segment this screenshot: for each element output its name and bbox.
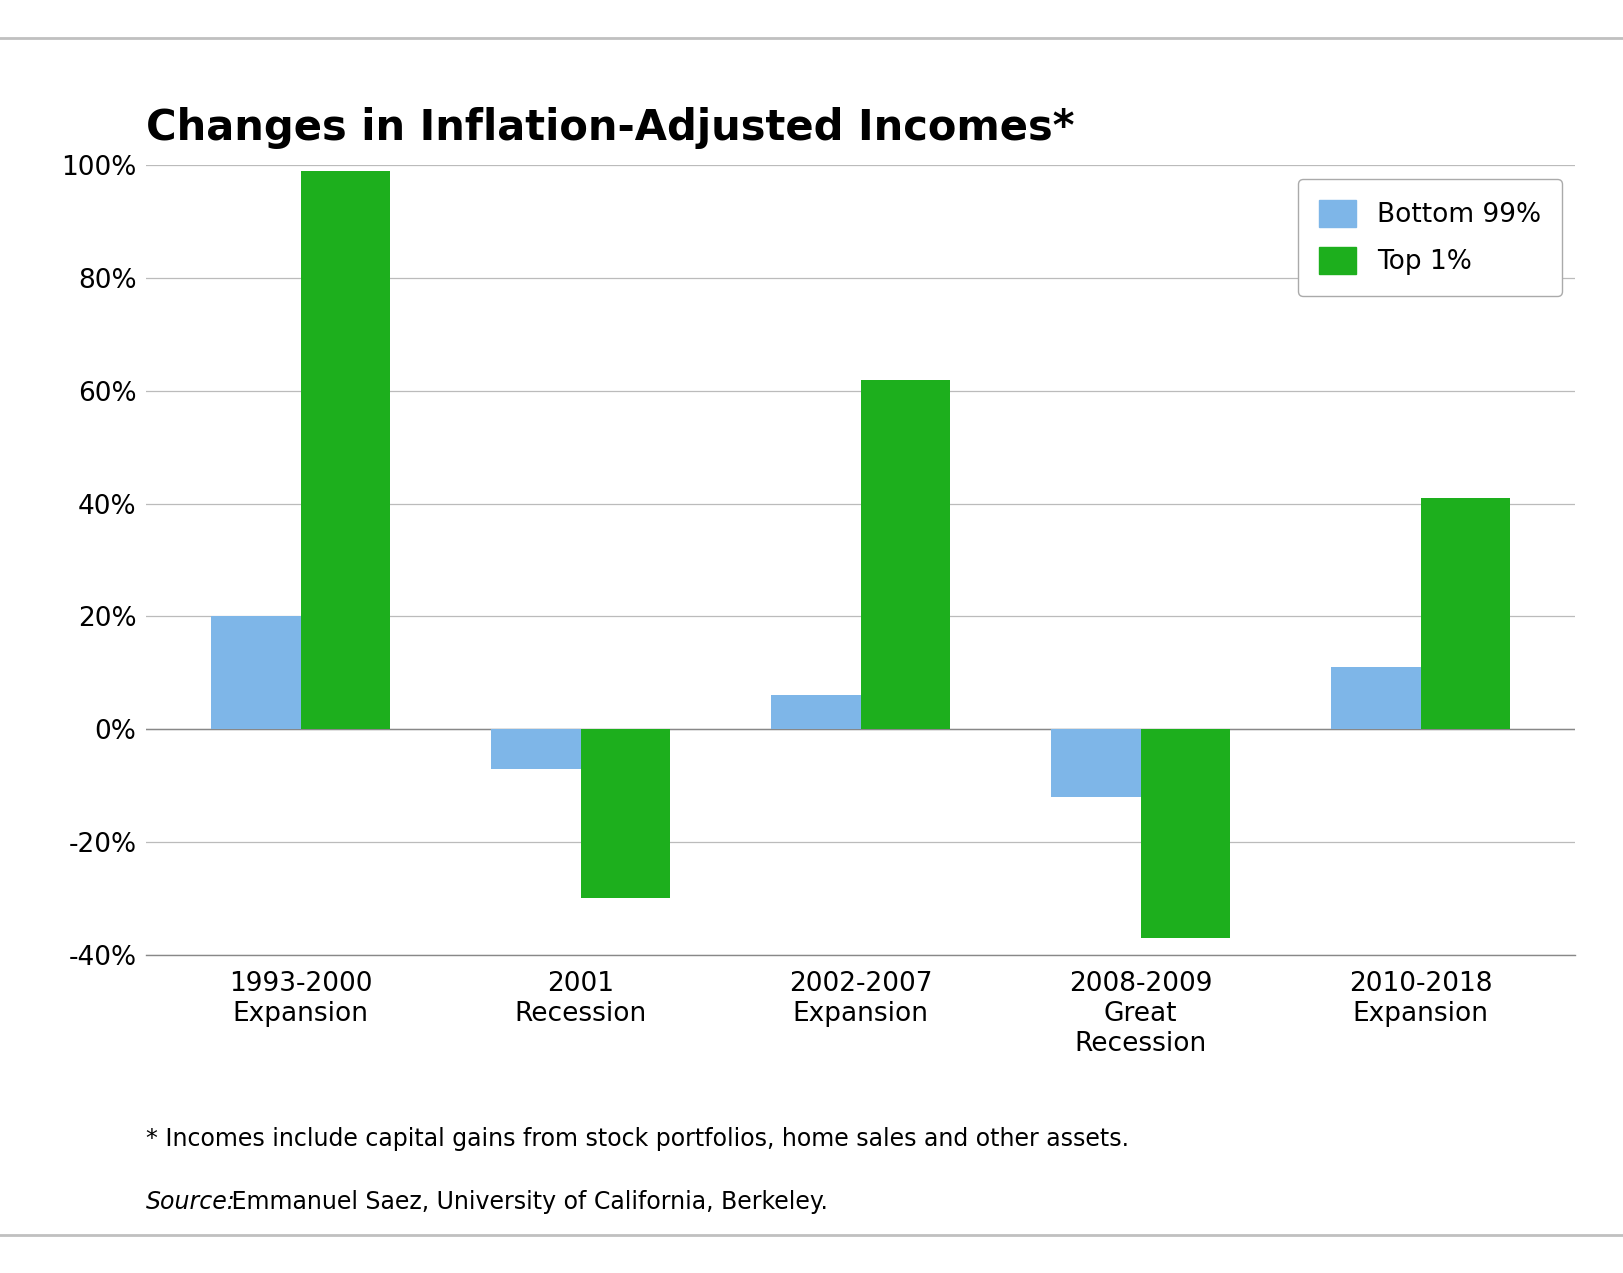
Text: * Incomes include capital gains from stock portfolios, home sales and other asse: * Incomes include capital gains from sto… xyxy=(146,1127,1128,1151)
Bar xyxy=(300,171,390,729)
Bar xyxy=(581,729,670,899)
Bar xyxy=(771,695,860,729)
Bar xyxy=(490,729,581,769)
Bar xyxy=(211,616,300,729)
Text: Source:: Source: xyxy=(146,1190,235,1214)
Bar xyxy=(1420,498,1509,729)
Text: Changes in Inflation-Adjusted Incomes*: Changes in Inflation-Adjusted Incomes* xyxy=(146,107,1074,149)
Bar xyxy=(1331,667,1420,729)
Text: Emmanuel Saez, University of California, Berkeley.: Emmanuel Saez, University of California,… xyxy=(224,1190,828,1214)
Bar xyxy=(1139,729,1230,938)
Bar xyxy=(1050,729,1139,797)
Bar xyxy=(860,379,949,729)
Legend: Bottom 99%, Top 1%: Bottom 99%, Top 1% xyxy=(1297,178,1561,297)
